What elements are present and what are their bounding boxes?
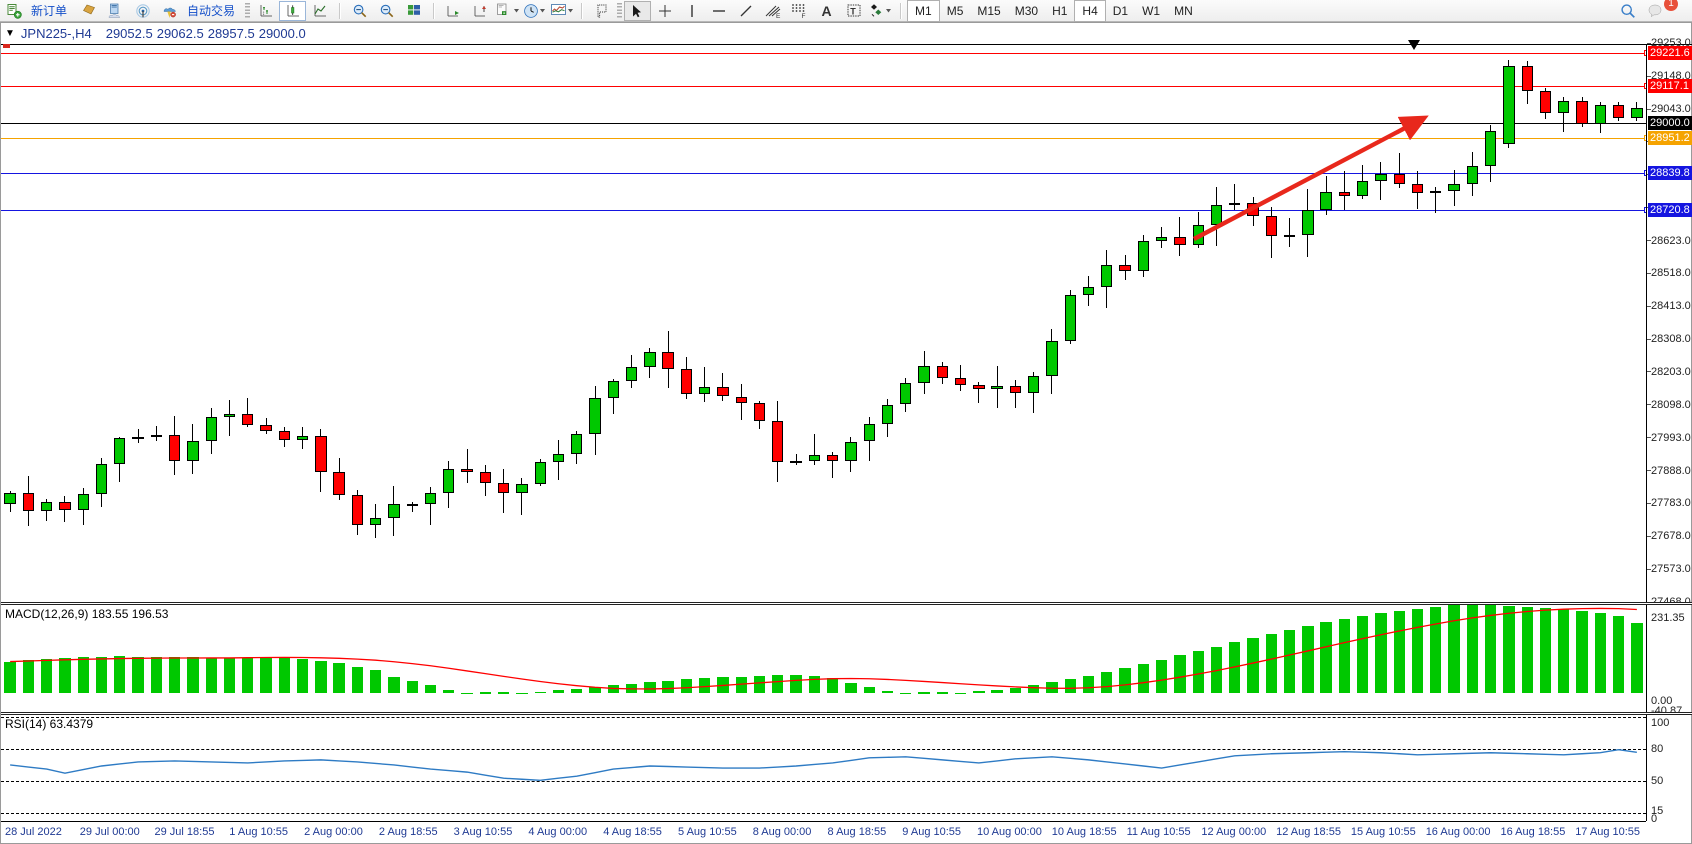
svg-text:T: T (850, 6, 856, 16)
svg-text:E: E (776, 13, 781, 19)
svg-text:F: F (801, 13, 805, 19)
svg-text:↕: ↕ (262, 11, 265, 17)
